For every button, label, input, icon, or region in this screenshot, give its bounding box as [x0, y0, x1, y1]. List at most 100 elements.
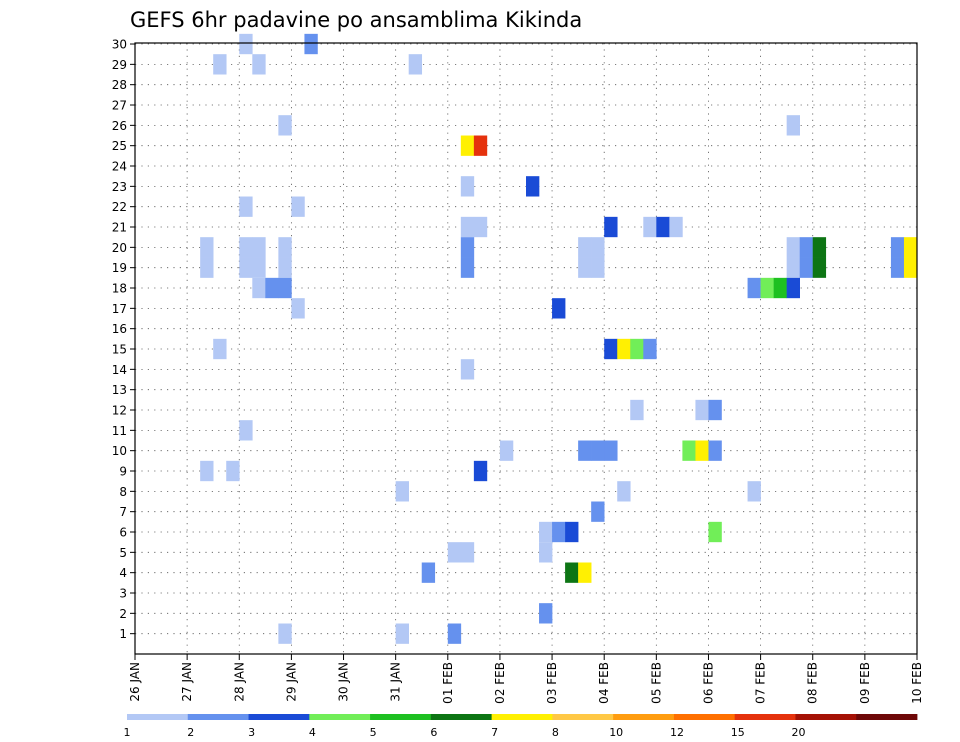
x-tick-label: 30 JAN: [337, 662, 351, 702]
heatmap-cell: [539, 542, 553, 563]
heatmap-cell: [708, 399, 722, 421]
heatmap-cell: [630, 399, 644, 421]
x-tick-label: 08 FEB: [806, 662, 820, 704]
grid-lines: [135, 43, 917, 654]
x-tick-label: 06 FEB: [701, 662, 715, 704]
heatmap-cell: [786, 277, 800, 299]
heatmap-cell: [799, 257, 814, 278]
color-scale-swatch: [552, 714, 614, 720]
x-tick-label: 02 FEB: [493, 662, 507, 704]
heatmap-cell: [565, 521, 579, 543]
color-scale-label: 5: [370, 726, 377, 739]
heatmap-cell: [708, 521, 722, 543]
y-tick-label: 24: [112, 160, 127, 174]
heatmap-cell: [604, 216, 618, 238]
heatmap-cell: [200, 460, 214, 482]
chart-title: GEFS 6hr padavine po ansamblima Kikinda: [130, 8, 582, 32]
y-tick-label: 30: [112, 38, 127, 52]
heatmap-cell: [708, 440, 722, 461]
heatmap-cell: [552, 298, 566, 319]
heatmap-cell: [499, 440, 514, 461]
heatmap-cell: [539, 603, 553, 624]
heatmap-cell: [578, 237, 592, 258]
y-tick-label: 3: [119, 587, 127, 601]
color-scale-swatch: [734, 714, 796, 720]
y-tick-label: 8: [119, 485, 127, 499]
x-tick-label: 04 FEB: [597, 662, 611, 704]
color-scale-swatch: [187, 714, 249, 720]
y-tick-label: 11: [112, 424, 127, 438]
color-scale-label: 15: [731, 726, 745, 739]
heatmap-cell: [786, 115, 800, 136]
heatmap-cell: [226, 460, 240, 482]
heatmap-cell: [460, 176, 475, 197]
heatmap-cell: [395, 481, 409, 502]
x-tick-label: 27 JAN: [180, 662, 194, 702]
heatmap-cell: [239, 257, 253, 278]
heatmap-cell: [278, 237, 292, 258]
color-scale-swatch: [795, 714, 857, 720]
color-scale-swatch: [613, 714, 675, 720]
heatmap-cell: [812, 237, 827, 258]
heatmap-cell: [278, 257, 292, 278]
heatmap-cell: [239, 33, 253, 55]
y-tick-label: 29: [112, 58, 127, 72]
color-scale-swatch: [673, 714, 736, 720]
heatmap-cell: [252, 54, 266, 75]
heatmap-cell: [460, 216, 475, 238]
heatmap-cell: [786, 257, 800, 278]
y-tick-label: 9: [119, 465, 127, 479]
x-tick-label: 29 JAN: [284, 662, 298, 702]
heatmap-cell: [695, 440, 709, 461]
y-tick-label: 5: [119, 546, 127, 560]
y-axis: 1234567891011121314151617181920212223242…: [112, 38, 135, 641]
heatmap-cell: [812, 257, 827, 278]
y-tick-label: 28: [112, 78, 127, 92]
heatmap-cell: [252, 277, 266, 299]
heatmap-cell: [421, 562, 436, 583]
x-tick-label: 31 JAN: [389, 662, 403, 702]
heatmap-cell: [460, 237, 475, 258]
heatmap-cell: [591, 257, 605, 278]
color-scale-swatch: [491, 714, 553, 720]
y-tick-label: 10: [112, 444, 127, 458]
heatmap-cell: [278, 277, 292, 299]
y-tick-label: 20: [112, 241, 127, 255]
heatmap-cell: [460, 542, 475, 563]
y-tick-label: 26: [112, 119, 127, 133]
heatmap-cell: [447, 542, 462, 563]
heatmap-cell: [643, 338, 657, 360]
x-tick-label: 07 FEB: [754, 662, 768, 704]
heatmap-cell: [682, 440, 696, 461]
heatmap-cell: [304, 33, 318, 55]
x-tick-label: 09 FEB: [858, 662, 872, 704]
color-scale-label: 20: [792, 726, 806, 739]
y-tick-label: 4: [119, 566, 127, 580]
x-tick-label: 26 JAN: [128, 662, 142, 702]
color-scale-swatch: [309, 714, 371, 720]
y-tick-label: 15: [112, 343, 127, 357]
heatmap-cell: [604, 338, 618, 360]
heatmap-cell: [539, 521, 553, 543]
y-tick-label: 25: [112, 139, 127, 153]
heatmap-cell: [786, 237, 800, 258]
heatmap-cell: [890, 237, 905, 258]
heatmap-cell: [278, 623, 292, 644]
color-scale-bar: 1 2 3 4 5 6 7 8 10 12 15 20: [124, 714, 918, 739]
heatmap-cell: [669, 216, 683, 238]
color-scale-swatch: [430, 714, 493, 720]
heatmap-cell: [760, 277, 774, 299]
heatmap-cell: [473, 135, 488, 156]
heatmap-cell: [252, 237, 266, 258]
y-tick-label: 12: [112, 404, 127, 418]
heatmap-cell: [591, 501, 605, 522]
color-scale-swatch: [248, 714, 310, 720]
x-tick-label: 28 JAN: [232, 662, 246, 702]
heatmap-cell: [395, 623, 409, 644]
heatmap-cell: [239, 196, 253, 217]
y-tick-label: 23: [112, 180, 127, 194]
heatmap-cell: [460, 257, 475, 278]
color-scale-label: 4: [309, 726, 316, 739]
plot-frame: [134, 42, 918, 655]
